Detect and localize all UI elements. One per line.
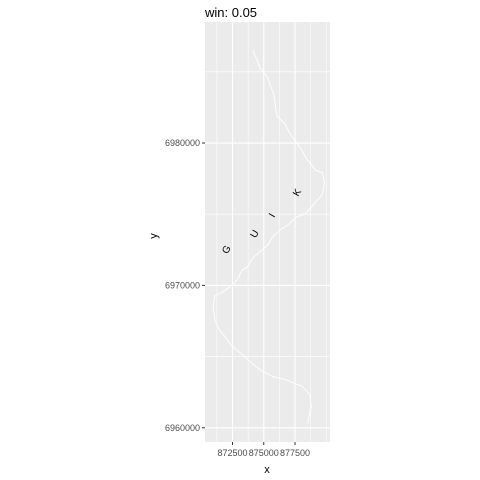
x-tick-label: 877500: [280, 448, 310, 458]
y-tick-label: 6960000: [165, 423, 200, 433]
x-tick-label: 872500: [217, 448, 247, 458]
x-axis: 872500 875000 877500: [217, 442, 310, 458]
chart-title: win: 0.05: [204, 5, 257, 20]
point-label-3: K: [291, 187, 304, 199]
plot-panel: [205, 22, 330, 442]
boundary-line: [212, 50, 325, 424]
y-axis-title: y: [148, 233, 160, 239]
grid-lines: [205, 22, 330, 442]
y-tick-label: 6970000: [165, 280, 200, 290]
point-label-2: I: [267, 212, 278, 220]
y-tick-label: 6980000: [165, 138, 200, 148]
x-axis-title: x: [264, 464, 270, 476]
y-axis: 6960000 6970000 6980000: [165, 138, 205, 433]
point-label-1: U: [249, 228, 262, 240]
x-tick-label: 875000: [249, 448, 279, 458]
boundary-lines: [212, 50, 325, 424]
